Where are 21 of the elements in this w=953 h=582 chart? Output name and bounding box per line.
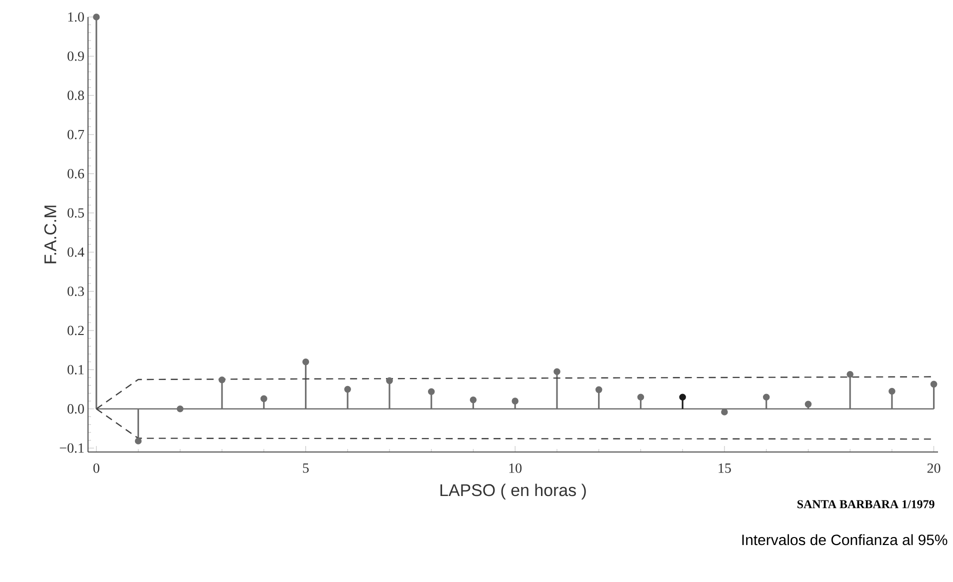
y-tick-label: 0.1 (68, 364, 84, 374)
x-tick-label: 15 (718, 463, 731, 473)
x-tick-label: 0 (93, 463, 100, 473)
y-tick-label: 0.6 (68, 169, 84, 178)
y-tick-label: 0.4 (68, 247, 84, 257)
text: Intervalos de Confianza al 95% (742, 534, 948, 546)
text: SANTA BARBARA 1/1979 (798, 500, 934, 508)
y-tick-label: 0.8 (68, 90, 84, 100)
y-tick-label: 0.3 (68, 286, 84, 296)
y-tick-label: 0.2 (68, 326, 84, 336)
y-tick-label: 0.9 (68, 51, 84, 61)
y-tick-label: −0.1 (60, 443, 84, 453)
y-axis-title: F.A.C.M (44, 206, 56, 264)
y-tick-label: 0.7 (68, 130, 84, 140)
y-tick-label: 0.5 (68, 208, 84, 218)
x-tick-label: 20 (927, 463, 940, 473)
x-tick-label: 5 (303, 463, 309, 473)
x-axis-title: LAPSO ( en horas ) (440, 484, 586, 500)
x-tick-label: 10 (509, 463, 522, 473)
y-tick-label: 1.0 (68, 12, 84, 22)
y-tick-label: 0.0 (68, 404, 84, 414)
